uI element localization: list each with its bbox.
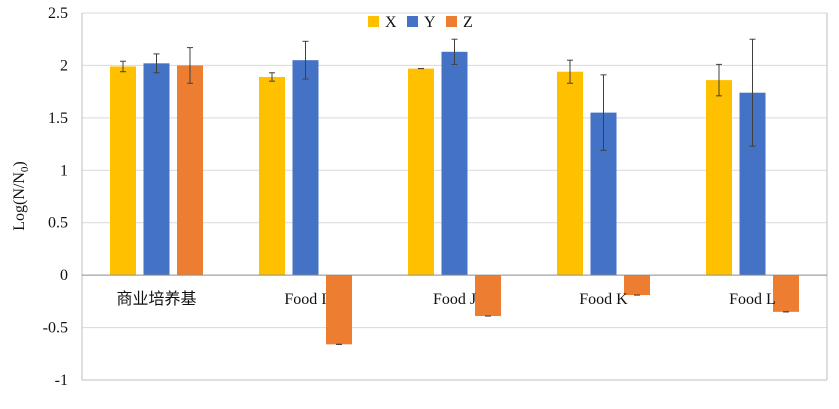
bar-z — [475, 275, 501, 317]
y-tick-label: 1 — [60, 162, 68, 179]
y-tick-labels: -1 -0.5 0 0.5 1 1.5 2 2.5 — [43, 5, 68, 389]
y-tick-label: 0 — [60, 267, 68, 284]
bar-x — [557, 71, 583, 276]
y-tick-label: 1.5 — [48, 110, 68, 127]
y-axis-label-close: ) — [11, 161, 28, 166]
bar-y — [441, 51, 468, 276]
legend-swatch-y — [407, 16, 418, 27]
y-tick-label: 2 — [60, 57, 68, 74]
category-label: Food L — [729, 291, 776, 308]
bar-x — [110, 66, 136, 276]
legend-swatch-x — [368, 16, 379, 27]
bars — [110, 51, 799, 345]
bar-y — [292, 60, 319, 276]
y-tick-label: -0.5 — [43, 320, 68, 337]
bar-y — [143, 63, 170, 276]
y-axis-label: Log(N/N0) — [11, 161, 31, 230]
y-axis-label-subscript: 0 — [19, 166, 31, 172]
legend: X Y Z — [368, 14, 473, 31]
bar-x — [706, 80, 732, 276]
error-bars — [120, 38, 789, 345]
category-labels: 商业培养基 Food I Food J Food K Food L — [116, 290, 775, 308]
bar-z — [177, 65, 203, 276]
bar-z — [326, 275, 352, 345]
bar-x — [408, 68, 434, 276]
y-tick-label: 0.5 — [48, 215, 68, 232]
category-label: Food I — [284, 291, 326, 308]
legend-label-y: Y — [424, 14, 436, 31]
bar-x — [259, 76, 285, 276]
legend-label-x: X — [385, 14, 397, 31]
bar-z — [624, 275, 650, 296]
bar-z — [773, 275, 799, 312]
category-label: 商业培养基 — [116, 290, 196, 308]
category-label: Food K — [579, 291, 628, 308]
y-tick-label: -1 — [55, 372, 68, 389]
legend-label-z: Z — [463, 14, 473, 31]
y-tick-label: 2.5 — [48, 5, 68, 22]
legend-swatch-z — [446, 16, 457, 27]
category-label: Food J — [433, 291, 476, 308]
axes — [81, 13, 828, 381]
y-axis-label-main: Log(N/N — [11, 172, 28, 231]
